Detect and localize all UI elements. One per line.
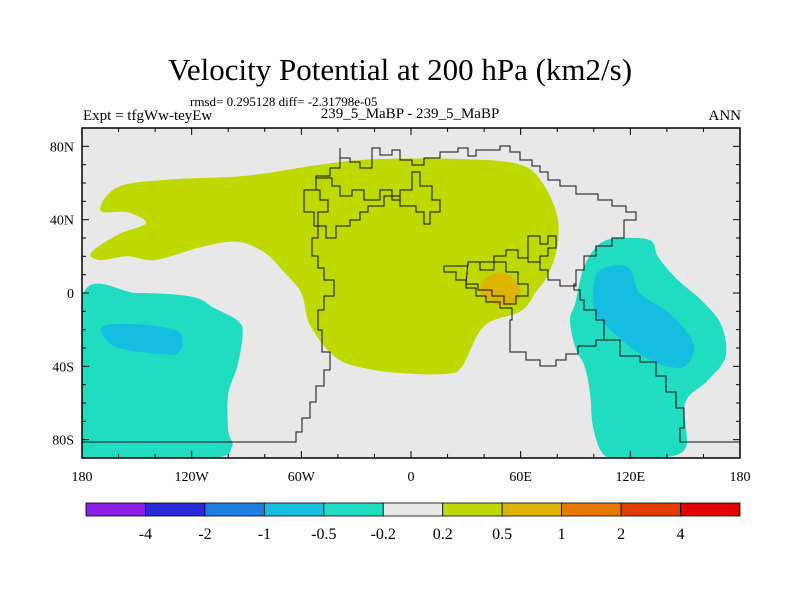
colorbar-swatch xyxy=(323,502,384,517)
contour-region-2 xyxy=(480,272,521,306)
colorbar-swatch xyxy=(85,502,146,517)
continent-outline-indochina xyxy=(527,235,557,263)
colorbar-label: -4 xyxy=(139,526,152,543)
colorbar-label: 2 xyxy=(617,526,625,543)
season-label: ANN xyxy=(708,108,742,124)
x-tick-label: 180 xyxy=(72,470,93,485)
colorbar-label: -0.5 xyxy=(311,526,336,543)
continent-outline-australia xyxy=(604,339,740,443)
y-tick-label: 40S xyxy=(52,360,74,375)
colorbar-swatch xyxy=(204,502,265,517)
stats-text: rmsd= 0.295128 diff= -2.31798e-05 xyxy=(190,94,378,109)
experiment-label: Expt = tfgWw-teyEw xyxy=(83,108,213,124)
x-tick-label: 60W xyxy=(288,470,316,485)
colorbar-label: -2 xyxy=(198,526,211,543)
x-tick-label: 120W xyxy=(175,470,210,485)
colorbar-swatch xyxy=(680,502,741,517)
case-names-label: 239_5_MaBP - 239_5_MaBP xyxy=(320,106,500,122)
colorbar-swatch xyxy=(501,502,563,517)
x-tick-label: 0 xyxy=(408,470,415,485)
continent-outlines xyxy=(82,145,740,443)
colorbar-label: 0.2 xyxy=(433,526,453,543)
colorbar-swatch xyxy=(561,502,622,517)
colorbar-swatch xyxy=(263,502,325,517)
continent-outline-india xyxy=(465,261,529,305)
contour-region-1 xyxy=(90,158,559,375)
x-tick-label: 120E xyxy=(616,470,646,485)
chart-title: Velocity Potential at 200 hPa (km2/s) xyxy=(167,52,633,87)
contour-region-6 xyxy=(592,265,695,369)
y-tick-label: 80S xyxy=(52,434,74,449)
colorbar-swatch xyxy=(442,502,503,517)
colorbar-swatch xyxy=(620,502,681,517)
continent-outline-americas xyxy=(82,148,341,443)
x-tick-label: 60E xyxy=(509,470,532,485)
colorbar-label: 4 xyxy=(677,526,685,543)
colorbar-label: 1 xyxy=(558,526,566,543)
continent-outline-inner-north xyxy=(315,171,441,239)
y-tick-label: 80N xyxy=(50,140,74,155)
colorbar-label: -1 xyxy=(258,526,271,543)
colorbar-swatch xyxy=(382,502,444,517)
x-tick-label: 180 xyxy=(730,470,751,485)
contour-region-4 xyxy=(100,323,183,355)
colorbar-label: -0.2 xyxy=(371,526,396,543)
colorbar-label: 0.5 xyxy=(492,526,512,543)
y-tick-label: 40N xyxy=(50,214,74,229)
continent-outline-north xyxy=(339,145,637,367)
colorbar-swatch xyxy=(145,502,206,517)
y-tick-label: 0 xyxy=(67,287,74,302)
